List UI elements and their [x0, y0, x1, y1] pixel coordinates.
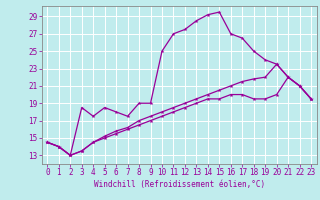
X-axis label: Windchill (Refroidissement éolien,°C): Windchill (Refroidissement éolien,°C) — [94, 180, 265, 189]
